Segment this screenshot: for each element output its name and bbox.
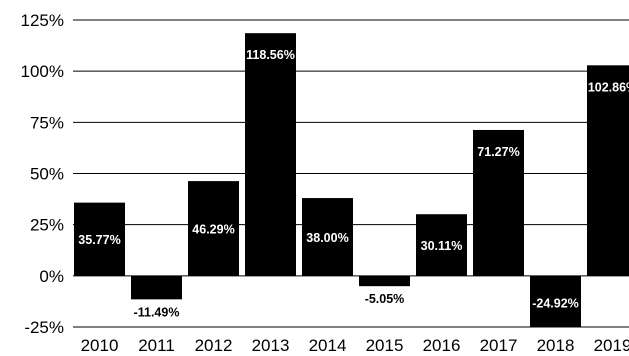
data-label: 71.27%: [477, 145, 519, 159]
x-category-label: 2018: [537, 336, 575, 355]
y-tick-label: 75%: [30, 113, 64, 132]
x-axis-labels: 2010 2011 2012 2013 2014 2015 2016 2017 2018 2019: [81, 336, 629, 355]
bar: [359, 275, 410, 287]
bar: [302, 198, 353, 276]
bar: [416, 214, 467, 276]
x-category-label: 2010: [81, 336, 119, 355]
data-label: 35.77%: [78, 233, 120, 247]
x-category-label: 2014: [309, 336, 347, 355]
x-category-label: 2012: [195, 336, 233, 355]
data-label: -11.49%: [134, 305, 180, 319]
y-tick-label: 125%: [21, 11, 64, 30]
data-label: -5.05%: [365, 292, 405, 306]
bar: [530, 275, 581, 327]
bars: [74, 33, 629, 327]
y-tick-label: 25%: [30, 216, 64, 235]
x-category-label: 2017: [480, 336, 518, 355]
data-label: 46.29%: [192, 222, 234, 236]
bar: [473, 129, 524, 276]
y-tick-label: -25%: [24, 318, 64, 337]
data-label: 118.56%: [246, 48, 295, 62]
data-label: 30.11%: [421, 239, 463, 253]
y-axis-tick-labels: -25% 0% 25% 50% 75% 100% 125%: [21, 11, 64, 337]
data-label: 102.86%: [588, 80, 629, 94]
data-labels: 35.77% -11.49% 46.29% 118.56% 38.00% -5.05% 30…: [78, 48, 629, 319]
x-category-label: 2013: [252, 336, 290, 355]
bar: [131, 275, 182, 300]
y-tick-label: 100%: [21, 62, 64, 81]
x-category-label: 2015: [366, 336, 404, 355]
data-label: 38.00%: [306, 231, 348, 245]
x-category-label: 2016: [423, 336, 461, 355]
data-label: -24.92%: [532, 296, 579, 310]
y-tick-label: 50%: [30, 165, 64, 184]
x-category-label: 2019: [594, 336, 629, 355]
x-category-label: 2011: [138, 336, 175, 355]
bar: [188, 181, 239, 276]
bar: [74, 202, 125, 276]
bar: [245, 33, 296, 276]
y-tick-label: 0%: [39, 267, 64, 286]
bar: [587, 65, 629, 276]
